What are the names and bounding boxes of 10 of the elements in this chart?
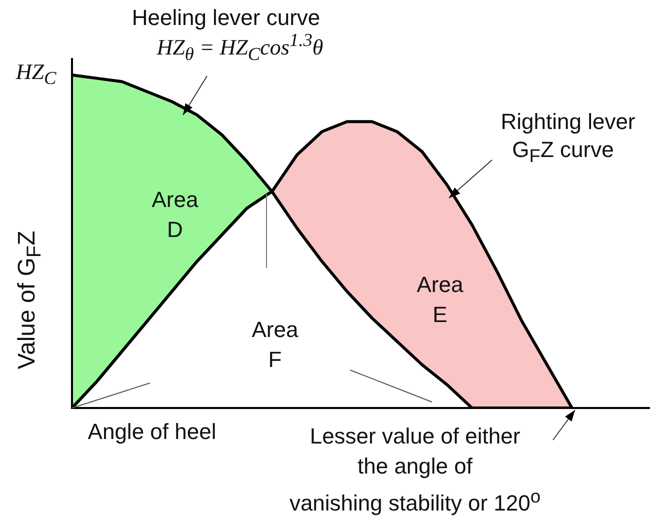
text: HZ$_{θ}$ = HZ$_{C}$cos$^{1.3}$θ bbox=[156, 30, 324, 64]
text: Angle of heel bbox=[88, 418, 216, 446]
series-label: Area F bbox=[252, 316, 298, 374]
series-label: Area E bbox=[416, 271, 464, 329]
text: Heeling lever curve bbox=[132, 5, 320, 30]
text: HZ$_{C}$ bbox=[16, 58, 56, 90]
text: Lesser value of either the angle of vanishing stability or 120$^{o}$ bbox=[289, 422, 541, 518]
series-label: Area D bbox=[152, 186, 198, 244]
annotation: Righting lever bbox=[500, 108, 636, 136]
annotation: G$_{F}$Z curve bbox=[512, 136, 614, 168]
